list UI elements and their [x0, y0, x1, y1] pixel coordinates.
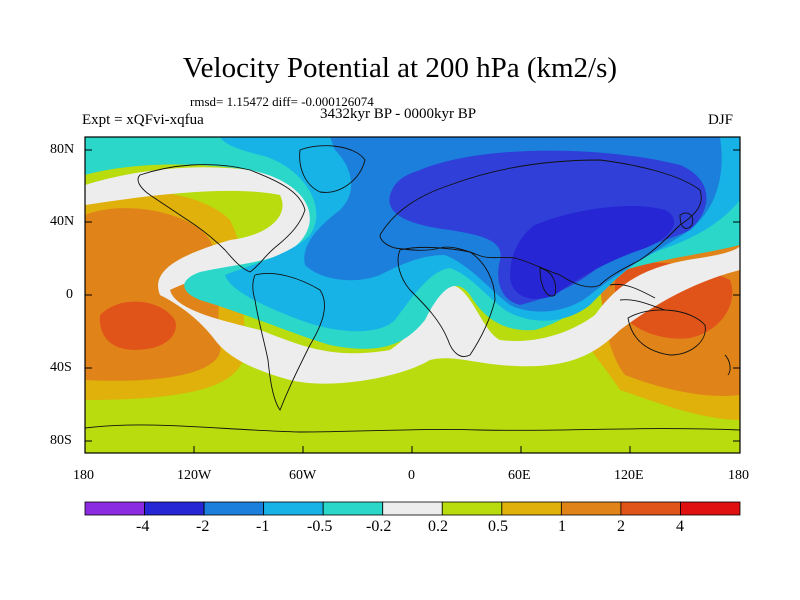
- lon-label-180e: 180: [728, 468, 749, 483]
- colorbar-swatch: [560, 501, 622, 516]
- colorbar-label: 2: [617, 518, 625, 535]
- colorbar-label: -4: [136, 518, 150, 535]
- colorbar-swatch: [263, 501, 324, 516]
- colorbar-label: -0.5: [307, 518, 333, 535]
- lon-label-120w: 120W: [177, 468, 212, 483]
- colorbar-label: 0.5: [488, 518, 508, 535]
- lat-label-80n: 80N: [50, 142, 75, 157]
- lat-label-0: 0: [66, 287, 73, 302]
- colorbar-label: -0.2: [366, 518, 392, 535]
- lon-label-120e: 120E: [614, 468, 644, 483]
- map-title: Velocity Potential at 200 hPa (km2/s): [182, 52, 618, 84]
- lon-label-60w: 60W: [289, 468, 317, 483]
- colorbar-label: 4: [676, 518, 684, 535]
- season-label: DJF: [708, 112, 734, 128]
- contour-fill: [85, 137, 740, 453]
- colorbar-swatch: [144, 501, 205, 516]
- lon-label-180w: 180: [73, 468, 94, 483]
- lon-ticks: [84, 446, 741, 453]
- stats-line: rmsd= 1.15472 diff= -0.000126074: [190, 94, 374, 109]
- coastlines: [85, 145, 740, 433]
- colorbar-swatch: [680, 501, 741, 516]
- colorbar-label: 0.2: [428, 518, 448, 535]
- colorbar-swatch: [203, 501, 265, 516]
- colorbar-swatch: [322, 501, 384, 516]
- colorbar-swatch: [382, 501, 443, 516]
- colorbar-label: -1: [256, 518, 270, 535]
- colorbar-label: 1: [558, 518, 566, 535]
- contour-band-2-4-pacific-west: [99, 301, 176, 350]
- contour-band-deepblue-core: [510, 205, 675, 299]
- lat-label-40n: 40N: [50, 214, 75, 229]
- lon-label-60e: 60E: [508, 468, 531, 483]
- lat-ticks: [85, 149, 740, 442]
- lat-label-80s: 80S: [50, 433, 72, 448]
- contour-band-neutral: [85, 167, 740, 384]
- colorbar-label: -2: [196, 518, 210, 535]
- colorbar-swatch: [501, 501, 562, 516]
- lon-label-0: 0: [408, 468, 415, 483]
- lat-label-40s: 40S: [50, 360, 72, 375]
- period-label: 3432kyr BP - 0000kyr BP: [320, 106, 477, 122]
- colorbar-swatch: [441, 501, 503, 516]
- colorbar-swatch: [620, 501, 681, 516]
- experiment-label: Expt = xQFvi-xqfua: [82, 112, 204, 128]
- colorbar-swatch: [84, 501, 145, 516]
- colorbar: [84, 501, 741, 516]
